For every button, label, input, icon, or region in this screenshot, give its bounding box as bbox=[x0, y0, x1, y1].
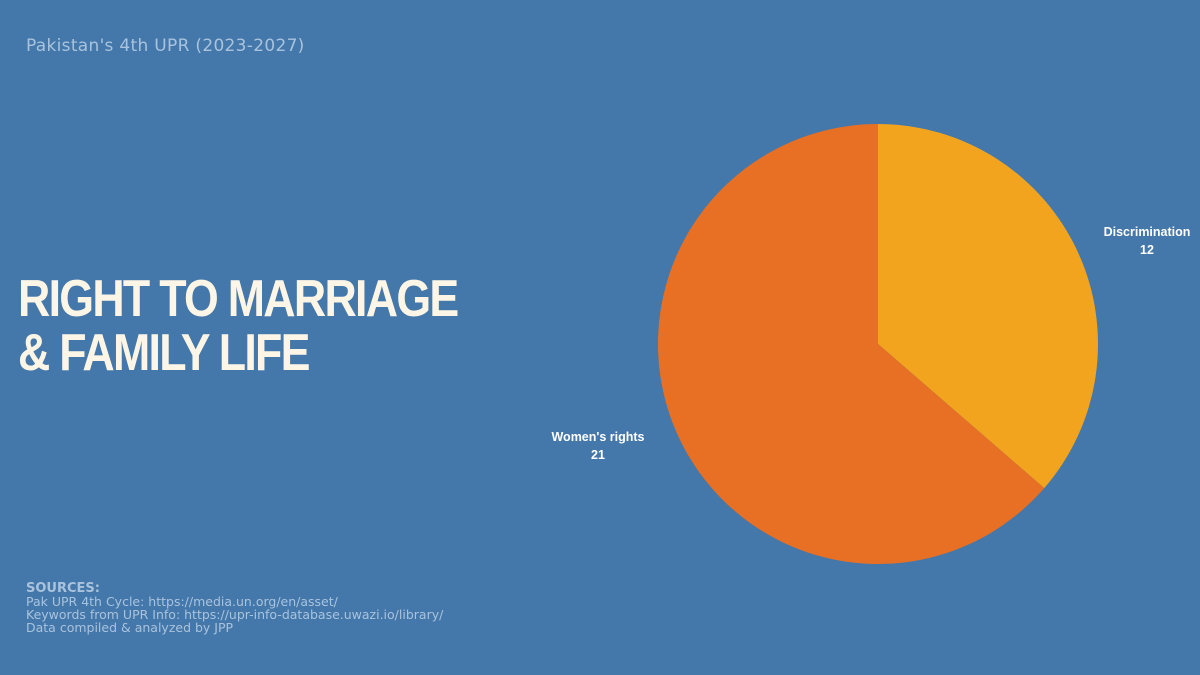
slice-value-label: 12 bbox=[1140, 243, 1154, 257]
page-title-line-1: RIGHT TO MARRIAGE bbox=[18, 270, 459, 328]
page-title: RIGHT TO MARRIAGE & FAMILY LIFE bbox=[18, 270, 459, 382]
pie-slice-women-s-rights bbox=[657, 124, 1045, 564]
sources-title: SOURCES: bbox=[26, 581, 100, 596]
pie-slice-discrimination bbox=[878, 124, 1098, 489]
sources-block: SOURCES: Pak UPR 4th Cycle: https://medi… bbox=[26, 582, 443, 634]
source-line: Data compiled & analyzed by JPP bbox=[26, 620, 234, 635]
page-subtitle: Pakistan's 4th UPR (2023-2027) bbox=[26, 36, 305, 56]
slice-value-label: 21 bbox=[591, 448, 605, 462]
slice-label: Women's rights bbox=[551, 430, 644, 444]
page-title-line-2: & FAMILY LIFE bbox=[18, 324, 310, 382]
source-line: Keywords from UPR Info: https://upr-info… bbox=[26, 607, 444, 622]
slice-label: Discrimination bbox=[1104, 225, 1191, 239]
source-line: Pak UPR 4th Cycle: https://media.un.org/… bbox=[26, 594, 338, 609]
